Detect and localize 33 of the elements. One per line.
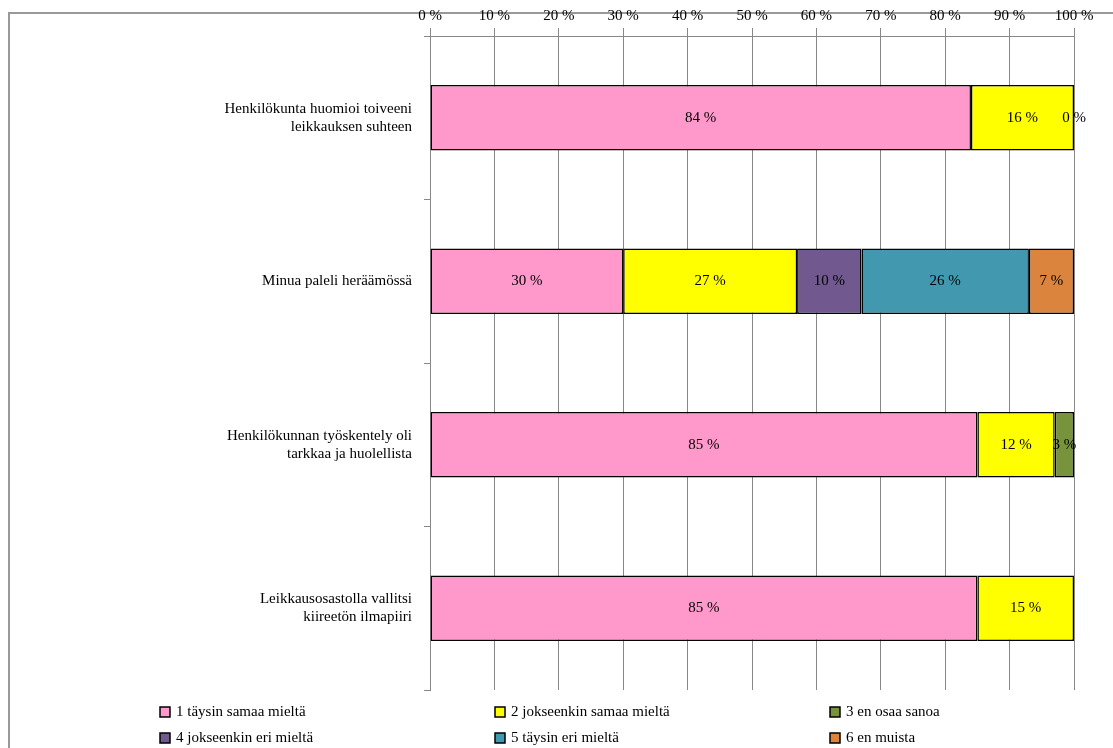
y-tick-label: Minua paleli heräämössä xyxy=(262,272,413,289)
x-tick-label: 40 % xyxy=(671,6,704,23)
x-tick-label: 30 % xyxy=(607,6,639,23)
data-label: 15 % xyxy=(1010,599,1042,616)
x-tick-label: 70 % xyxy=(865,6,897,23)
x-tick-label: 10 % xyxy=(478,6,511,23)
data-label: 27 % xyxy=(694,272,726,289)
y-tick-label: Henkilökunnan työskentely oli tarkkaa ja huolellista xyxy=(227,426,413,461)
data-label: 85 % xyxy=(688,599,720,616)
data-label: 26 % xyxy=(929,272,961,289)
x-tick-label: 90 % xyxy=(993,6,1026,23)
data-label: 12 % xyxy=(1000,435,1032,452)
x-tick-label: 60 % xyxy=(800,6,833,23)
data-label: 84 % xyxy=(685,108,717,125)
legend-label: 1 täysin samaa mieltä xyxy=(176,702,306,719)
legend-label: 3 en osaa sanoa xyxy=(846,702,941,719)
data-label: 7 % xyxy=(1039,272,1064,289)
data-label: 16 % xyxy=(1006,108,1039,125)
data-label: 85 % xyxy=(688,435,720,452)
data-label: 30 % xyxy=(511,272,543,289)
x-tick-label: 20 % xyxy=(543,6,575,23)
x-tick-label: 100 % xyxy=(1054,6,1094,23)
legend-label: 2 jokseenkin samaa mieltä xyxy=(511,702,671,719)
y-tick-label: Leikkausosastolla vallitsi kiireetön ilmapiiri xyxy=(259,590,412,625)
y-tick-label: Henkilökunta huomioi toiveeni leikkauksen suhteen xyxy=(224,99,413,134)
x-tick-label: 80 % xyxy=(929,6,961,23)
legend-label: 4 jokseenkin eri mieltä xyxy=(176,728,314,745)
x-tick-label: 50 % xyxy=(736,6,768,23)
legend-label: 6 en muista xyxy=(846,728,916,745)
legend-label: 5 täysin eri mieltä xyxy=(511,728,620,745)
data-label: 0 % xyxy=(1062,108,1086,125)
x-tick-label: 0 % xyxy=(418,6,442,23)
data-label: 10 % xyxy=(813,272,845,289)
